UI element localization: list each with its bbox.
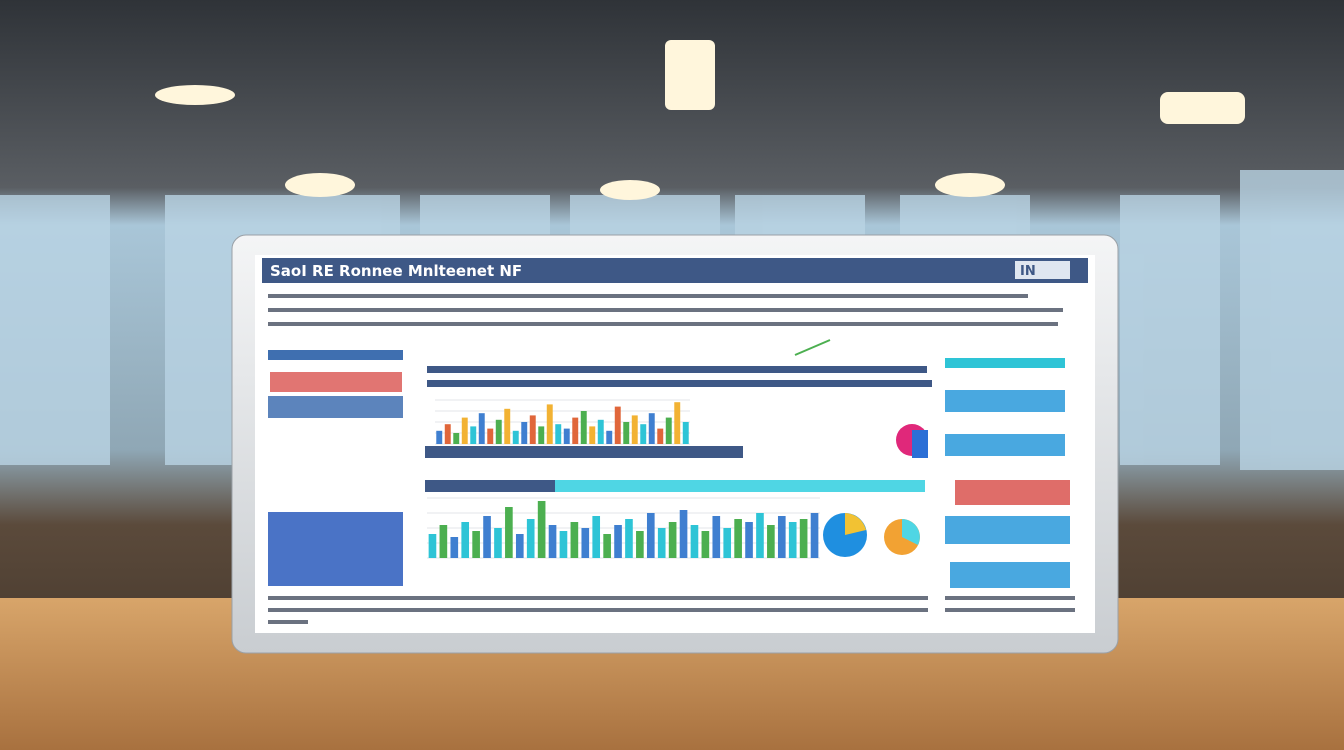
bar [538, 426, 545, 444]
bar [453, 433, 460, 444]
bar [646, 513, 655, 558]
bar [483, 516, 491, 558]
bar [767, 525, 775, 558]
bar [734, 519, 742, 558]
bar [546, 404, 553, 444]
bar [439, 525, 448, 558]
bar [428, 534, 437, 558]
bar [625, 519, 633, 558]
side-panels [268, 339, 1070, 588]
text-lines [268, 294, 1075, 624]
bar [682, 422, 689, 444]
bar [581, 528, 590, 558]
bar [436, 430, 443, 444]
bar [505, 507, 513, 558]
bar [701, 531, 710, 558]
bar [712, 516, 721, 558]
bar [548, 525, 557, 558]
bar [494, 528, 502, 558]
bar [640, 424, 647, 444]
bar [679, 510, 688, 558]
bar [526, 519, 535, 558]
bar [470, 426, 477, 444]
bar [495, 419, 502, 444]
bar [631, 415, 638, 444]
screen-title: SaoI RE Ronnee Mnlteenet NF [270, 262, 522, 280]
bar [461, 417, 468, 444]
bar [461, 522, 470, 558]
bar [603, 534, 611, 558]
plots [427, 399, 820, 559]
bar [614, 525, 622, 558]
bar [537, 501, 546, 558]
bar [648, 413, 655, 444]
bar [674, 402, 681, 444]
bar [665, 417, 672, 444]
bar [589, 426, 596, 444]
bar [559, 531, 568, 558]
bar [592, 516, 601, 558]
ceiling-lights [155, 40, 1245, 200]
bar [472, 531, 480, 558]
bar [444, 424, 451, 444]
bar [529, 415, 536, 444]
header-bar [262, 258, 1088, 283]
bar [657, 428, 664, 444]
bar [745, 522, 753, 558]
bar [623, 422, 630, 444]
bar [563, 428, 570, 444]
bar [580, 411, 587, 444]
badge: IN [1020, 264, 1036, 279]
bar [668, 522, 677, 558]
bar [478, 413, 485, 444]
bar [570, 522, 579, 558]
bar [614, 406, 621, 444]
bar [788, 522, 797, 558]
bar [572, 417, 579, 444]
bar [657, 528, 666, 558]
bar [777, 516, 786, 558]
bar [723, 528, 732, 558]
bar [504, 408, 511, 444]
bar [756, 513, 764, 558]
bar [799, 519, 808, 558]
badge-box [1015, 261, 1070, 279]
bar [521, 422, 528, 444]
windows [0, 170, 1344, 470]
bar [636, 531, 644, 558]
bar [512, 430, 519, 444]
bar [597, 419, 604, 444]
bar [810, 513, 819, 558]
bar [487, 428, 494, 444]
bar [606, 430, 613, 444]
bar [515, 534, 524, 558]
bar [555, 424, 562, 444]
bar [450, 537, 459, 558]
bar [690, 525, 699, 558]
